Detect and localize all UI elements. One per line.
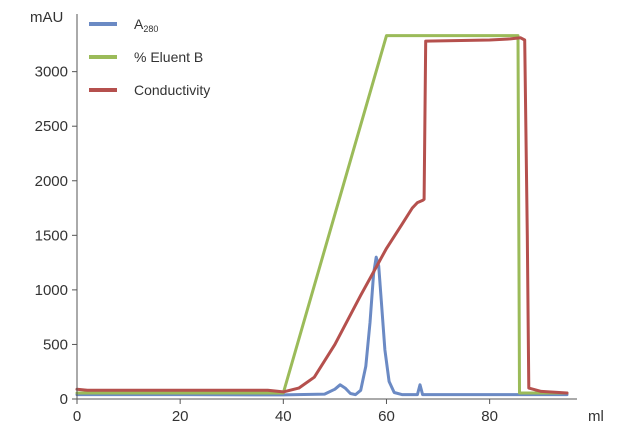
legend-label: A280 [134,16,158,34]
y-tick-label: 1000 [35,282,68,299]
y-ticks: 0 500 1000 1500 2000 2500 3000 [35,64,77,408]
x-tick-label: 40 [275,408,292,425]
y-tick-label: 3000 [35,64,68,81]
y-tick-label: 2000 [35,173,68,190]
x-axis-label: ml [588,408,604,425]
x-tick-label: 20 [172,408,189,425]
y-axis-label: mAU [30,9,63,26]
x-tick-label: 80 [481,408,498,425]
legend-label: % Eluent B [134,49,203,65]
y-tick-label: 1500 [35,227,68,244]
x-tick-label: 0 [73,408,81,425]
series-line-2 [75,36,569,395]
x-ticks: 0 20 40 60 80 [73,399,498,425]
x-tick-label: 60 [378,408,395,425]
legend: A280 % Eluent B Conductivity [89,16,210,98]
series-line-1 [75,34,569,395]
legend-label: Conductivity [134,82,210,98]
y-tick-label: 0 [60,391,68,408]
series-line-0 [75,255,569,397]
series-lines [75,34,569,397]
y-tick-label: 2500 [35,118,68,135]
y-tick-label: 500 [43,336,68,353]
